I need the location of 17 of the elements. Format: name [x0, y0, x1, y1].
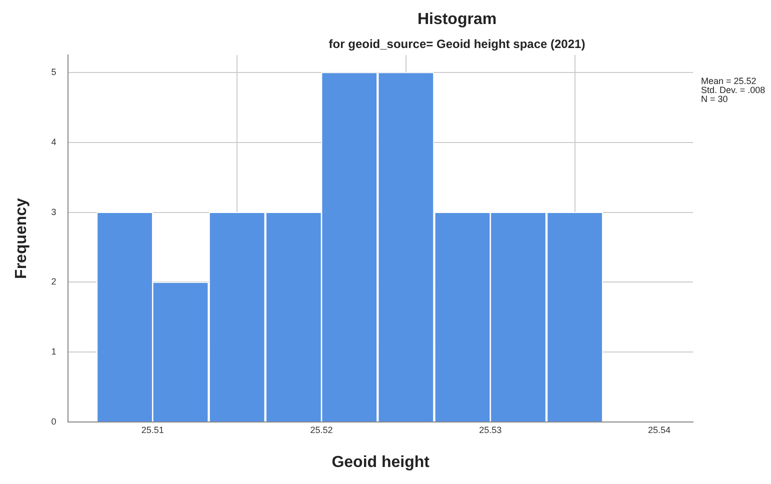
text: N = 30 — [701, 94, 728, 104]
x-axis-title: Geoid height — [332, 454, 430, 471]
x-tick-label: 25.51 — [141, 424, 164, 435]
y-tick-label: 2 — [51, 276, 56, 287]
x-tick-label: 25.53 — [479, 424, 502, 435]
x-tick-label: 25.52 — [310, 424, 333, 435]
y-tick-label: 4 — [51, 136, 56, 147]
y-tick-label: 5 — [51, 66, 56, 77]
chart-title: Histogram — [417, 11, 497, 28]
y-axis-title: Frequency — [13, 198, 30, 279]
text: Mean = 25.52 — [701, 76, 756, 86]
y-tick-label: 1 — [51, 346, 56, 357]
y-tick-label: 0 — [51, 416, 56, 426]
y-tick-label: 3 — [51, 206, 56, 217]
x-tick-label: 25.54 — [648, 424, 670, 435]
chart-subtitle: for geoid_source= Geoid height space (2021) — [328, 37, 586, 51]
text: Std. Dev. = .008 — [701, 85, 766, 95]
